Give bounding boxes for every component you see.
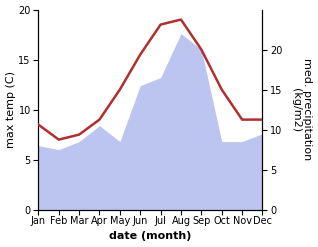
Y-axis label: med. precipitation
(kg/m2): med. precipitation (kg/m2) (291, 59, 313, 161)
Y-axis label: max temp (C): max temp (C) (5, 71, 16, 148)
X-axis label: date (month): date (month) (109, 231, 192, 242)
